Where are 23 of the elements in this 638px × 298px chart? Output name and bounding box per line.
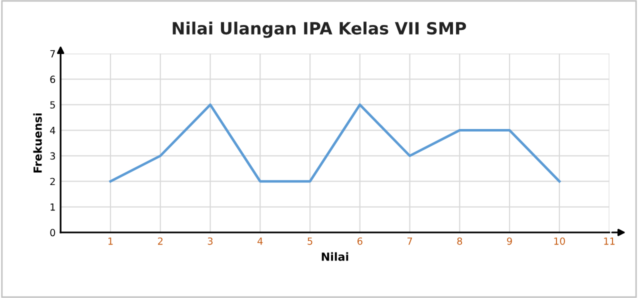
x-tick-label: 10 xyxy=(554,237,565,245)
x-tick-label: 9 xyxy=(507,237,512,245)
x-tick-label: 2 xyxy=(158,237,162,245)
x-tick-label: 7 xyxy=(407,238,412,245)
line-series xyxy=(109,103,561,183)
y-tick-label: 5 xyxy=(50,101,55,109)
y-tick-label: 6 xyxy=(50,76,56,84)
x-tick-label: 4 xyxy=(258,238,263,245)
y-axis-title: Frekuensi xyxy=(33,113,42,173)
x-axis-title: Nilai xyxy=(322,252,348,261)
x-tick-label: 11 xyxy=(604,238,615,245)
x-tick-label: 6 xyxy=(357,237,362,245)
y-tick-label: 0 xyxy=(50,228,56,236)
y-tick-label: 4 xyxy=(50,126,56,134)
x-tick-label: 1 xyxy=(108,238,113,245)
x-tick-label: 3 xyxy=(208,237,213,245)
x-tick-label: 5 xyxy=(308,238,312,245)
y-tick-label: 3 xyxy=(50,152,55,160)
y-tick-label: 2 xyxy=(50,178,55,186)
chart-title: Nilai Ulangan IPA Kelas VII SMP xyxy=(172,22,466,38)
x-tick-label: 8 xyxy=(457,237,462,245)
y-tick-label: 1 xyxy=(50,204,55,211)
y-tick-label: 7 xyxy=(50,50,55,58)
